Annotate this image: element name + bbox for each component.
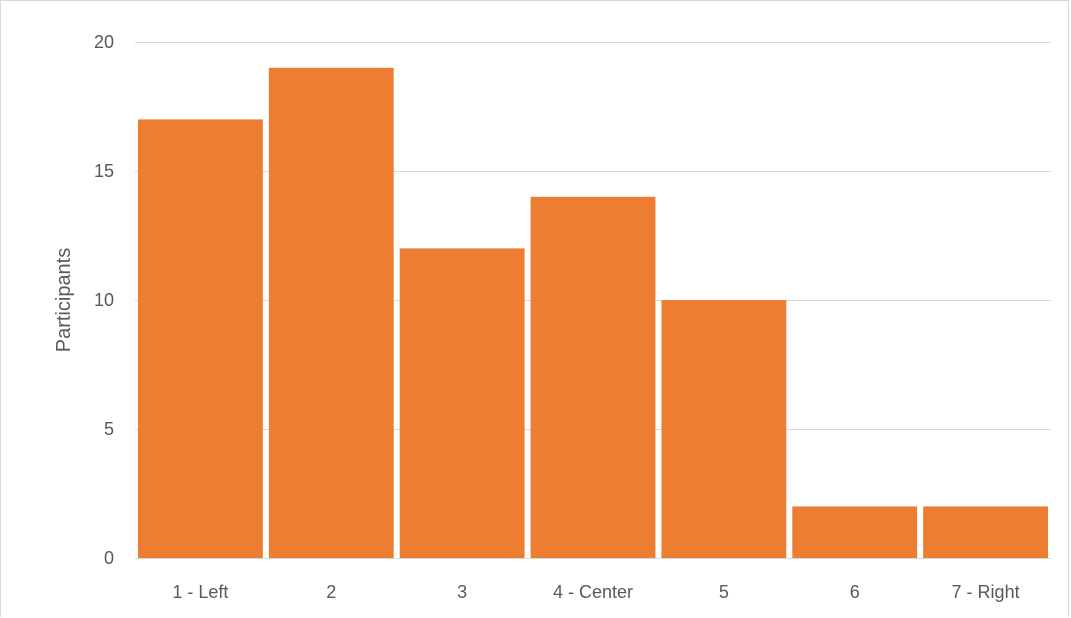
- y-axis-ticks: 0 5 10 15 20: [94, 32, 114, 568]
- y-tick-label: 0: [104, 548, 114, 568]
- x-tick-label: 6: [850, 582, 860, 602]
- bar-6: [792, 506, 918, 558]
- y-tick-label: 20: [94, 32, 114, 52]
- bar-4: [530, 196, 656, 559]
- bar-2: [268, 67, 394, 559]
- bar-1: [138, 119, 263, 559]
- x-axis-ticks: 1 - Left 2 3 4 - Center 5 6 7 - Right: [172, 582, 1019, 602]
- x-tick-label: 4 - Center: [553, 582, 633, 602]
- y-axis-title: Participants: [53, 248, 75, 353]
- y-tick-label: 10: [94, 290, 114, 310]
- x-tick-label: 7 - Right: [952, 582, 1020, 602]
- x-tick-label: 3: [457, 582, 467, 602]
- bar-3: [399, 248, 525, 558]
- y-tick-label: 15: [94, 161, 114, 181]
- y-tick-label: 5: [104, 419, 114, 439]
- bars: [138, 67, 1048, 559]
- x-tick-label: 5: [719, 582, 729, 602]
- bar-7: [923, 506, 1048, 558]
- x-tick-label: 2: [326, 582, 336, 602]
- x-tick-label: 1 - Left: [172, 582, 228, 602]
- bar-5: [661, 300, 787, 558]
